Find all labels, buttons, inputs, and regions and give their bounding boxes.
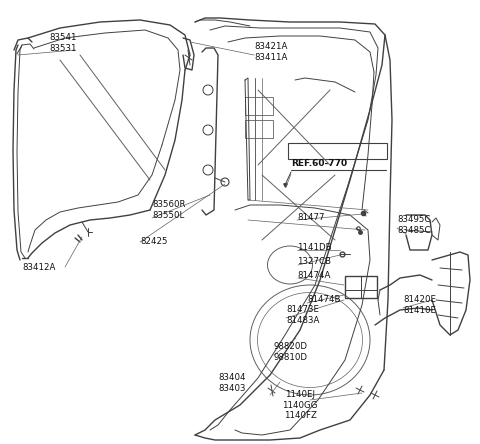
Text: 81420E
81410E: 81420E 81410E — [403, 295, 436, 315]
Text: 1141DB: 1141DB — [297, 242, 332, 251]
Text: 83495C
83485C: 83495C 83485C — [397, 215, 431, 235]
Text: 83541
83531: 83541 83531 — [49, 33, 77, 53]
Text: REF.60-770: REF.60-770 — [291, 159, 347, 167]
Text: 1140EJ
1140GG
1140FZ: 1140EJ 1140GG 1140FZ — [282, 390, 318, 420]
Text: 81474B: 81474B — [307, 296, 340, 305]
Text: 83412A: 83412A — [22, 263, 55, 273]
Text: 81477: 81477 — [297, 214, 324, 222]
Bar — [345, 276, 377, 298]
Text: 82425: 82425 — [140, 238, 168, 246]
Text: 98820D
98810D: 98820D 98810D — [274, 342, 308, 362]
Text: 83560R
83550L: 83560R 83550L — [152, 200, 185, 220]
Text: 81474A: 81474A — [297, 270, 330, 280]
Bar — [245, 97, 273, 115]
Text: 1327CB: 1327CB — [297, 258, 331, 266]
Text: 83404
83403: 83404 83403 — [218, 373, 245, 392]
Text: 81473E
81483A: 81473E 81483A — [286, 305, 319, 325]
Text: 83421A
83411A: 83421A 83411A — [254, 42, 288, 62]
Bar — [245, 120, 273, 138]
